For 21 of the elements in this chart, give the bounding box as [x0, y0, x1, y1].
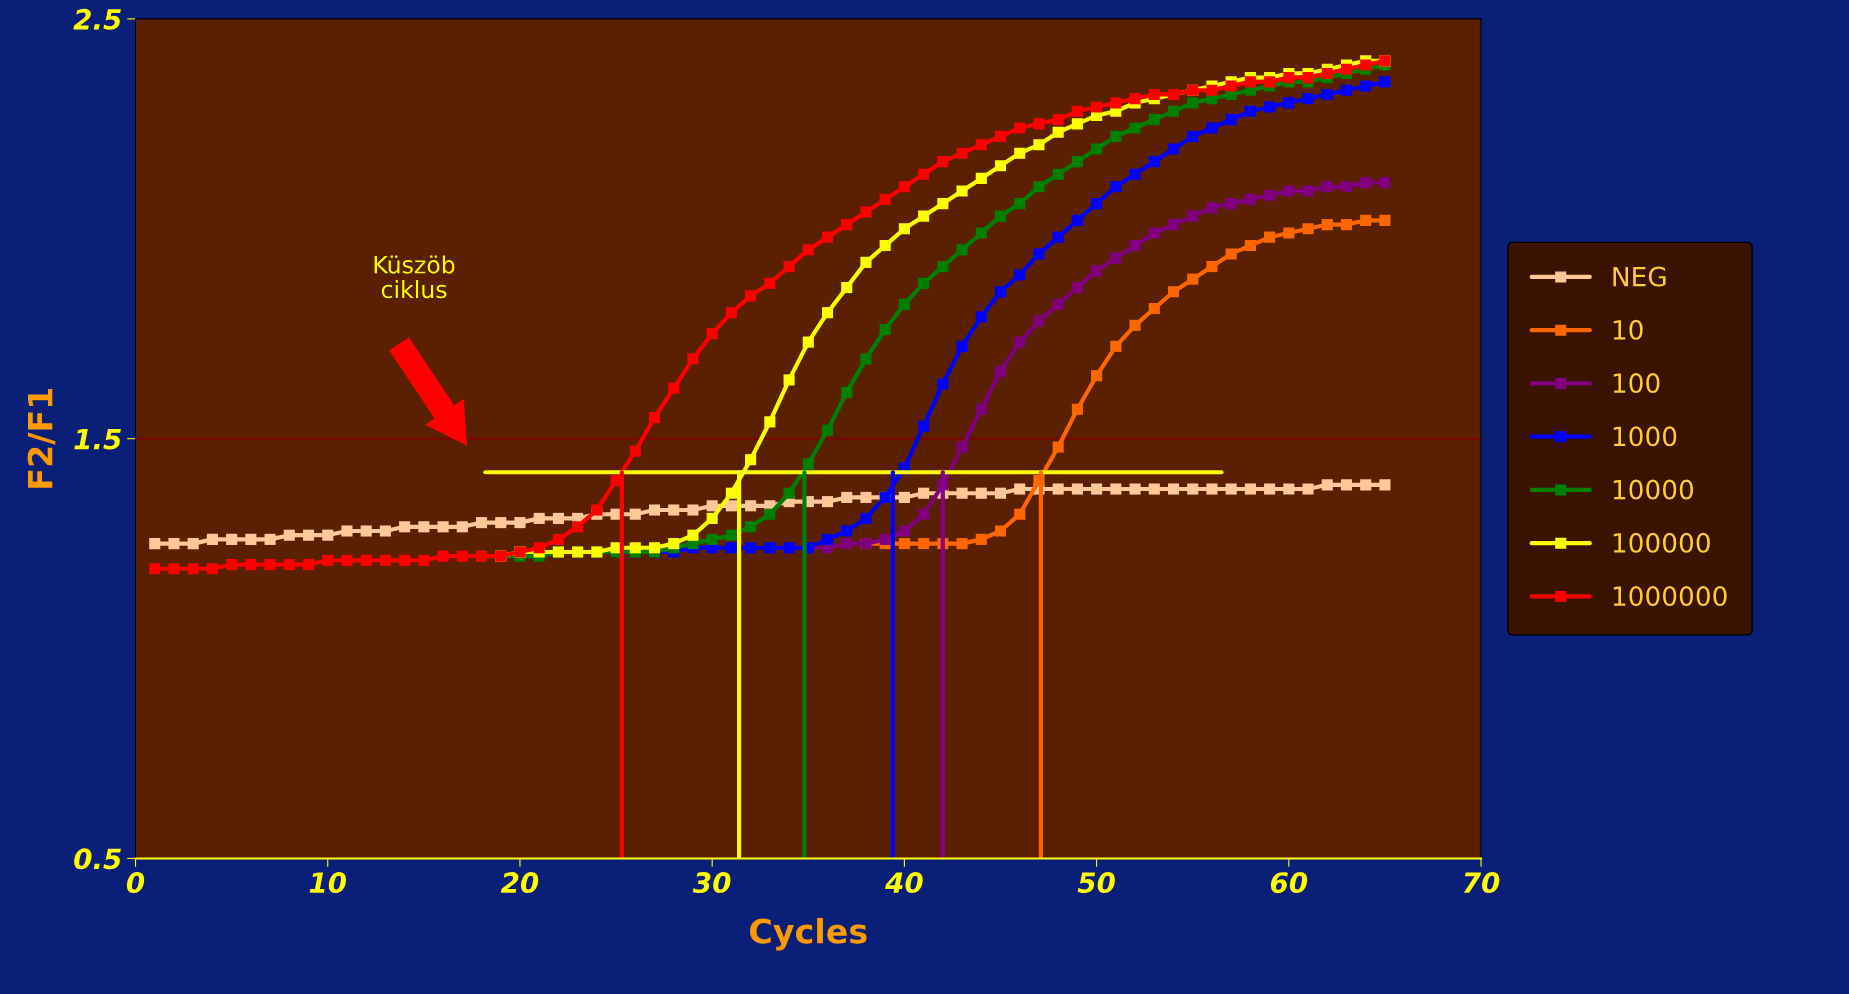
legend-label: 1000: [1613, 426, 1677, 447]
x-tick-label: 30: [692, 872, 731, 894]
legend-label: 100: [1613, 373, 1660, 394]
y-axis-title: F2/F1: [27, 388, 56, 488]
x-tick-label: 70: [1463, 872, 1500, 894]
x-tick-label: 10: [309, 872, 347, 894]
y-tick-label: 2.5: [73, 8, 121, 30]
legend-label: 10000: [1613, 479, 1694, 500]
annotation: Küszöb ciklus: [374, 255, 455, 299]
y-tick-label: 0.5: [74, 848, 121, 870]
x-tick-label: 60: [1270, 872, 1308, 894]
legend-label: 100000: [1613, 532, 1710, 553]
x-tick-label: 50: [1077, 872, 1115, 894]
legend-label: NEG: [1613, 266, 1666, 287]
legend-label: 10: [1613, 319, 1643, 340]
x-tick-label: 0: [126, 872, 145, 894]
x-tick-label: 20: [500, 872, 539, 894]
legend-label: 1000000: [1613, 586, 1727, 607]
x-tick-label: 40: [885, 872, 923, 894]
y-tick-label: 1.5: [74, 428, 121, 450]
x-axis-title: Cycles: [750, 917, 867, 951]
